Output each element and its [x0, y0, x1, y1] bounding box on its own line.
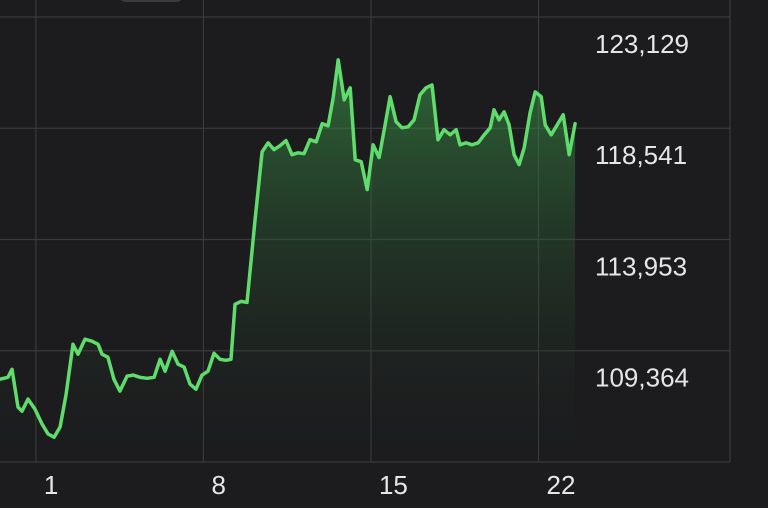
y-tick-label: 123,129 [595, 29, 689, 59]
y-tick-label: 118,541 [595, 140, 687, 170]
x-tick-label: 15 [379, 470, 408, 500]
top-handle [120, 0, 182, 2]
price-line [0, 58, 577, 439]
x-tick-label: 8 [211, 470, 225, 500]
x-tick-label: 1 [44, 470, 58, 500]
x-tick-label: 22 [547, 470, 576, 500]
y-tick-label: 113,953 [595, 251, 687, 281]
area-fill [0, 59, 576, 463]
y-tick-label: 109,364 [595, 363, 689, 393]
